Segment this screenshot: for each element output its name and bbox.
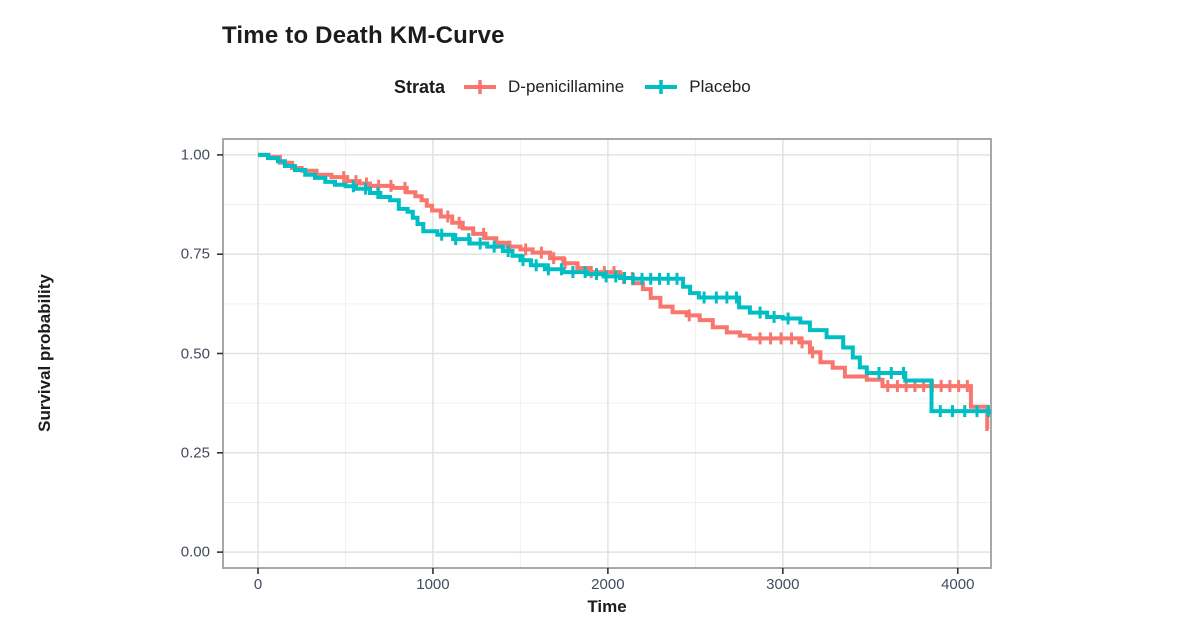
km-curve-placebo[interactable] [258,152,991,416]
x-axis-title: Time [587,597,627,616]
km-curve-d-penicillamine[interactable] [258,152,990,431]
legend-key-line-icon[interactable] [643,76,679,98]
y-tick-label: 0.50 [180,345,210,362]
legend: Strata D-penicillamine Placebo [394,74,770,100]
legend-item-placebo[interactable]: Placebo [689,77,751,96]
chart-title: Time to Death KM-Curve [222,22,505,49]
legend-title: Strata [394,76,446,97]
y-tick-label: 0.75 [180,245,210,263]
x-tick-label: 3000 [766,576,800,593]
legend-item-d-penicillamine[interactable]: D-penicillamine [508,77,625,96]
legend-key-line-icon[interactable] [462,76,498,98]
y-tick-label: 1.00 [180,146,210,164]
y-axis-title: Survival probability [35,274,54,432]
x-tick-label: 1000 [416,576,450,593]
y-tick-label: 0.00 [180,543,210,561]
x-tick-label: 0 [253,576,263,593]
x-tick-label: 2000 [591,576,625,593]
y-tick-label: 0.25 [180,444,210,462]
x-tick-label: 4000 [941,576,975,593]
